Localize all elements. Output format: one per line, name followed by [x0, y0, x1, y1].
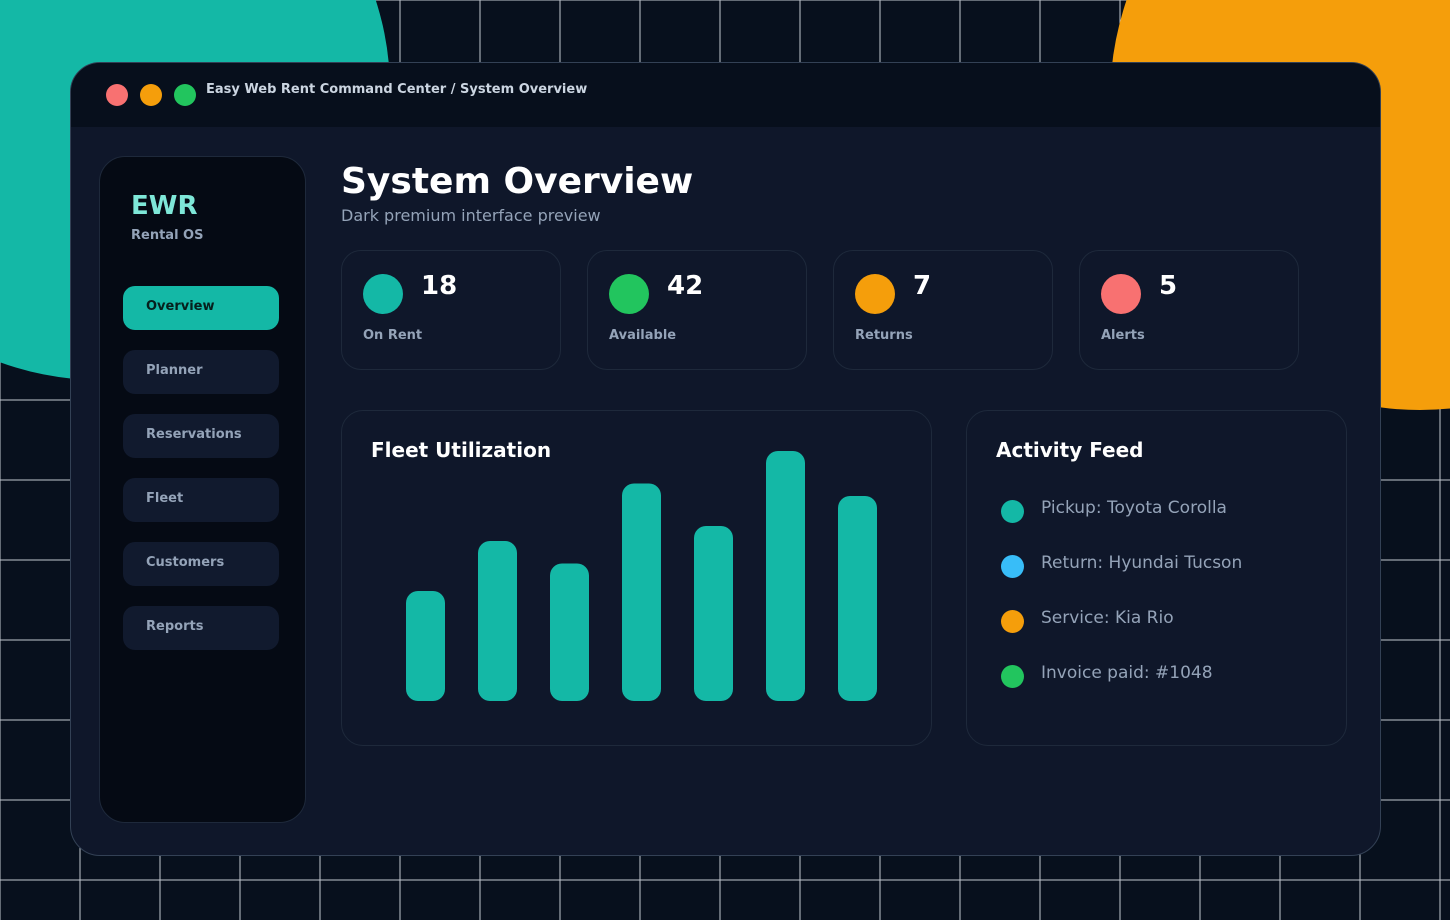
bar: [478, 541, 517, 701]
stat-value: 5: [1159, 271, 1178, 301]
stat-icon: [1101, 274, 1141, 314]
activity-dot: [1001, 665, 1024, 688]
activity-item: Invoice paid: #1048: [1041, 663, 1213, 683]
stat-card: 5 Alerts: [1079, 250, 1299, 370]
chart-title: Fleet Utilization: [371, 438, 552, 462]
title-bar: Easy Web Rent Command Center / System Ov…: [71, 63, 1380, 127]
tagline: Rental OS: [131, 228, 204, 243]
window-title: Easy Web Rent Command Center / System Ov…: [206, 82, 588, 97]
bar: [838, 496, 877, 701]
stat-card: 7 Returns: [833, 250, 1053, 370]
chart: [406, 451, 877, 701]
minimize-button[interactable]: [140, 84, 162, 106]
page-title: System Overview: [341, 161, 694, 202]
chart-panel: Fleet Utilization: [341, 410, 932, 746]
stat-icon: [855, 274, 895, 314]
stat-icon: [609, 274, 649, 314]
activity-item: Service: Kia Rio: [1041, 608, 1174, 628]
bar: [766, 451, 805, 701]
stat-value: 7: [913, 271, 932, 301]
nav-item[interactable]: Overview: [123, 286, 279, 330]
stat-value: 18: [421, 271, 458, 301]
activity-panel: Activity Feed Pickup: Toyota Corolla Retu…: [966, 410, 1347, 746]
stat-card: 42 Available: [587, 250, 807, 370]
stat-label: Alerts: [1101, 328, 1145, 343]
activity-item: Return: Hyundai Tucson: [1041, 553, 1243, 573]
bar: [694, 526, 733, 701]
stat-label: Returns: [855, 328, 913, 343]
nav-item[interactable]: Reports: [123, 606, 279, 650]
bar: [622, 483, 661, 701]
stat-label: Available: [609, 328, 677, 343]
bar: [550, 563, 589, 701]
app-window: Easy Web Rent Command Center / System Ov…: [70, 62, 1381, 856]
nav-item[interactable]: Fleet: [123, 478, 279, 522]
stat-value: 42: [667, 271, 704, 301]
activity-dot: [1001, 500, 1024, 523]
close-button[interactable]: [106, 84, 128, 106]
nav-item[interactable]: Planner: [123, 350, 279, 394]
page-subtitle: Dark premium interface preview: [341, 206, 601, 225]
maximize-button[interactable]: [174, 84, 196, 106]
nav-item[interactable]: Reservations: [123, 414, 279, 458]
sidebar: EWR Rental OS Overview Planner Reservation…: [99, 156, 306, 823]
stat-card: 18 On Rent: [341, 250, 561, 370]
stat-label: On Rent: [363, 328, 423, 343]
activity-title: Activity Feed: [996, 438, 1144, 462]
nav-item[interactable]: Customers: [123, 542, 279, 586]
activity-item: Pickup: Toyota Corolla: [1041, 498, 1227, 518]
stat-icon: [363, 274, 403, 314]
activity-dot: [1001, 555, 1024, 578]
bar: [406, 591, 445, 701]
activity-dot: [1001, 610, 1024, 633]
brand: EWR: [131, 191, 198, 221]
